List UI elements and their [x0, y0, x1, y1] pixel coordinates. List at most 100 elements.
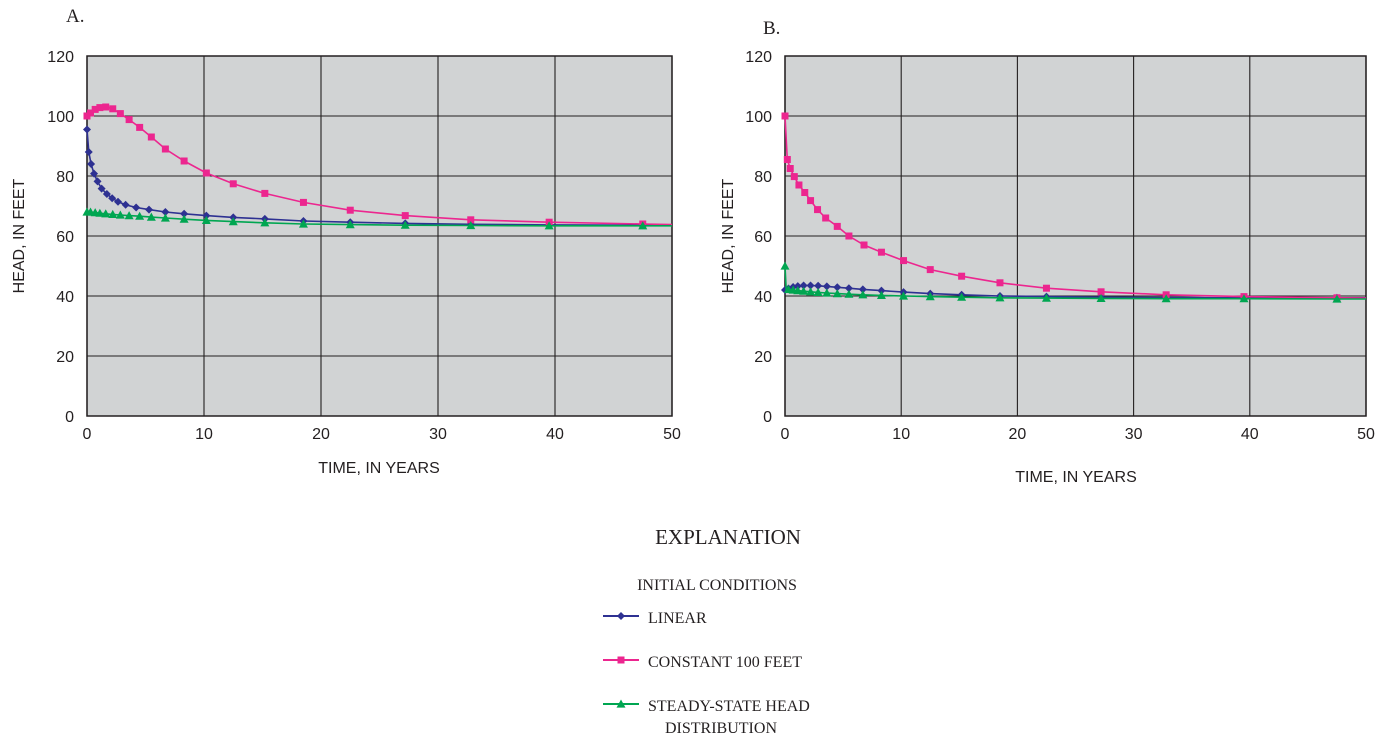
data-point-linear — [814, 281, 823, 290]
x-tick-label-b: 40 — [1241, 426, 1259, 443]
data-point-constant — [401, 212, 409, 220]
legend-symbol-steady-state — [603, 699, 639, 708]
data-point-constant — [781, 112, 789, 120]
data-point-steady-state — [108, 209, 118, 218]
data-point-linear — [132, 203, 141, 212]
data-point-steady-state — [995, 293, 1005, 302]
data-point-steady-state — [1239, 294, 1249, 303]
y-tick-label-a: 100 — [47, 109, 74, 126]
data-point-linear — [102, 190, 111, 198]
y-tick-label-a: 0 — [65, 409, 74, 426]
y-tick-label-a: 60 — [56, 229, 74, 246]
legend-marker — [617, 612, 625, 620]
data-point-constant — [807, 197, 815, 205]
legend-item-linear: LINEAR — [603, 610, 707, 627]
legend-item-constant: CONSTANT 100 FEET — [603, 654, 802, 671]
data-point-constant — [795, 181, 803, 189]
data-point-constant — [958, 272, 966, 280]
data-point-steady-state — [124, 211, 134, 220]
data-point-steady-state — [1041, 293, 1051, 302]
x-tick-label-b: 30 — [1125, 426, 1143, 443]
data-point-linear — [93, 177, 102, 186]
data-point-constant — [801, 189, 809, 196]
data-point-constant — [1097, 288, 1105, 296]
data-point-constant — [996, 279, 1004, 287]
data-point-steady-state — [135, 211, 145, 220]
data-point-steady-state — [858, 290, 868, 299]
data-point-constant — [926, 266, 934, 274]
x-tick-label-a: 50 — [663, 426, 681, 443]
data-point-linear — [145, 205, 154, 214]
data-point-constant — [87, 109, 95, 117]
data-point-constant — [96, 104, 104, 112]
legend-marker — [617, 656, 625, 664]
legend-item-steady-state: STEADY-STATE HEAD DISTRIBUTION — [603, 698, 810, 737]
data-point-steady-state — [1332, 294, 1342, 303]
plot-area-b: 0 10 20 30 40 50 0 20 40 60 80 100 120 — [745, 49, 1375, 443]
data-point-steady-state — [957, 292, 967, 301]
x-axis-label-b: TIME, IN YEARS — [1015, 469, 1137, 486]
plot-frame — [86, 55, 673, 417]
data-point-constant — [299, 198, 307, 206]
data-point-steady-state — [806, 287, 816, 296]
panel-label-b: B. — [763, 18, 780, 39]
y-axis-label-a: HEAD, IN FEET — [11, 178, 28, 293]
y-tick-label-a: 120 — [47, 49, 74, 66]
data-point-constant — [900, 257, 908, 265]
data-point-steady-state — [400, 220, 410, 229]
legend-label-steady-state-line1: STEADY-STATE HEAD — [648, 698, 810, 715]
chart-panel-b: B. 0 10 20 30 40 50 0 20 40 60 80 100 120 TIME, IN Y… — [720, 18, 1375, 486]
data-point-constant — [833, 222, 841, 230]
y-tick-label-b: 20 — [754, 349, 772, 366]
x-tick-label-a: 20 — [312, 426, 330, 443]
data-point-steady-state — [146, 212, 156, 221]
legend-label-steady-state-line2: DISTRIBUTION — [665, 720, 777, 737]
data-point-steady-state — [95, 208, 105, 217]
data-point-constant — [814, 206, 822, 214]
data-point-steady-state — [899, 291, 909, 300]
data-point-steady-state — [813, 287, 823, 296]
y-tick-label-b: 80 — [754, 169, 772, 186]
legend-label-constant: CONSTANT 100 FEET — [648, 654, 802, 671]
data-point-steady-state — [832, 289, 842, 298]
data-point-steady-state — [638, 221, 648, 230]
data-point-constant — [83, 112, 91, 120]
data-point-constant — [125, 116, 133, 124]
data-point-linear — [844, 284, 853, 293]
y-axis-label-b: HEAD, IN FEET — [720, 178, 737, 293]
data-point-steady-state — [466, 221, 476, 230]
data-point-linear — [121, 200, 130, 209]
x-tick-label-a: 40 — [546, 426, 564, 443]
data-point-constant — [116, 110, 124, 118]
data-point-constant — [147, 133, 155, 141]
data-point-linear — [87, 160, 96, 168]
data-point-steady-state — [925, 292, 935, 301]
data-point-steady-state — [179, 214, 189, 223]
x-tick-label-a: 0 — [83, 426, 92, 443]
data-point-constant — [790, 173, 798, 181]
data-point-constant — [346, 206, 354, 214]
y-tick-label-a: 80 — [56, 169, 74, 186]
data-point-linear — [90, 169, 99, 178]
x-tick-label-a: 10 — [195, 426, 213, 443]
data-point-steady-state — [115, 210, 125, 219]
data-point-constant — [91, 105, 99, 113]
data-point-linear — [877, 286, 886, 295]
data-point-steady-state — [844, 289, 854, 298]
legend-symbol-linear — [603, 612, 639, 620]
data-point-constant — [1042, 284, 1050, 292]
data-point-steady-state — [799, 286, 809, 295]
data-point-constant — [786, 165, 794, 172]
explanation-subtitle: INITIAL CONDITIONS — [637, 577, 797, 594]
data-point-constant — [161, 145, 169, 153]
data-point-constant — [202, 169, 210, 177]
x-tick-label-b: 0 — [781, 426, 790, 443]
plot-area-a: 0 10 20 30 40 50 0 20 40 60 80 100 120 — [47, 49, 681, 443]
y-tick-label-a: 20 — [56, 349, 74, 366]
x-tick-label-b: 50 — [1357, 426, 1375, 443]
y-tick-label-b: 40 — [754, 289, 772, 306]
data-point-steady-state — [544, 221, 554, 230]
data-point-linear — [84, 148, 93, 156]
data-point-linear — [97, 184, 106, 193]
